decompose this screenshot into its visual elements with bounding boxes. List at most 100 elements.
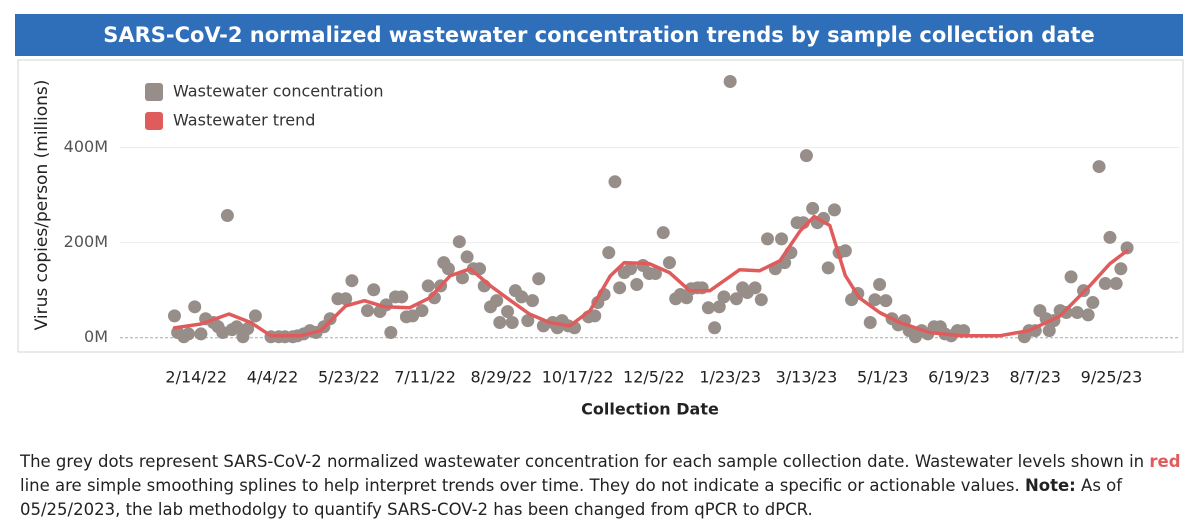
data-point — [1092, 160, 1106, 174]
data-point — [490, 294, 504, 308]
data-point — [230, 320, 244, 334]
y-axis-title: Virus copies/person (millions) — [32, 80, 52, 331]
data-point — [712, 300, 726, 314]
data-point — [532, 272, 546, 286]
legend-label: Wastewater concentration — [173, 82, 384, 101]
trend-line — [172, 214, 1129, 338]
plot-frame — [17, 59, 1184, 353]
data-point — [1070, 306, 1084, 320]
legend-swatch — [145, 83, 163, 101]
data-point — [452, 235, 466, 249]
data-point — [248, 309, 262, 323]
data-point — [630, 277, 644, 291]
data-point — [708, 321, 722, 335]
x-tick-label: 2/14/22 — [165, 368, 227, 387]
data-point — [775, 232, 789, 246]
x-tick-label: 7/11/22 — [394, 368, 456, 387]
x-tick-label: 3/13/23 — [776, 368, 838, 387]
data-point — [493, 316, 507, 330]
data-point — [1064, 270, 1078, 284]
data-point — [339, 292, 353, 306]
data-point — [624, 262, 638, 276]
data-point — [806, 201, 820, 215]
x-tick-label: 10/17/22 — [542, 368, 614, 387]
data-point — [588, 309, 602, 323]
legend-swatch — [145, 112, 163, 130]
data-point — [1098, 277, 1112, 291]
note-label: Note: — [1024, 476, 1076, 495]
data-point — [717, 290, 731, 304]
y-tick-label: 200M — [64, 232, 108, 251]
data-point — [868, 293, 882, 307]
data-point — [761, 232, 775, 246]
data-point — [701, 301, 715, 315]
data-point — [1042, 324, 1056, 338]
data-point — [415, 304, 429, 318]
data-point — [441, 262, 455, 276]
data-point — [754, 293, 768, 307]
x-tick-label: 4/4/22 — [247, 368, 299, 387]
data-point — [873, 277, 887, 291]
data-point — [608, 175, 622, 189]
y-tick-label: 0M — [84, 327, 108, 346]
data-point — [863, 316, 877, 330]
x-tick-label: 5/23/22 — [318, 368, 380, 387]
data-point — [648, 267, 662, 281]
data-point — [525, 294, 539, 308]
data-point — [395, 290, 409, 304]
data-point — [1059, 306, 1073, 320]
data-point — [1109, 277, 1123, 291]
x-tick-label: 1/23/23 — [699, 368, 761, 387]
data-point — [181, 327, 195, 341]
data-point — [460, 250, 474, 264]
data-point — [384, 326, 398, 340]
x-axis-title: Collection Date — [581, 400, 719, 419]
note-text: The grey dots represent SARS-CoV-2 norma… — [20, 452, 1150, 471]
data-point — [501, 305, 515, 319]
data-point — [799, 149, 813, 163]
x-tick-label: 6/19/23 — [928, 368, 990, 387]
data-point — [167, 309, 181, 323]
x-tick-label: 9/25/23 — [1081, 368, 1143, 387]
data-point — [367, 283, 381, 297]
data-point — [220, 209, 234, 223]
data-point — [821, 261, 835, 275]
x-tick-label: 8/29/22 — [471, 368, 533, 387]
note-text: As of 05/25/2023, the lab methodolgy to … — [20, 476, 1123, 519]
data-point — [1081, 308, 1095, 322]
data-point — [613, 281, 627, 295]
data-point — [323, 312, 337, 326]
data-point — [421, 279, 435, 293]
data-point — [662, 256, 676, 270]
data-point — [241, 322, 255, 336]
data-point — [360, 304, 374, 318]
x-tick-label: 5/1/23 — [857, 368, 909, 387]
data-point — [521, 314, 535, 328]
data-point — [838, 244, 852, 258]
data-point — [656, 226, 670, 240]
x-tick-label: 12/5/22 — [623, 368, 685, 387]
data-point — [879, 294, 893, 308]
data-point — [827, 203, 841, 217]
data-point — [194, 327, 208, 341]
y-tick-label: 400M — [64, 137, 108, 156]
footnote: The grey dots represent SARS-CoV-2 norma… — [20, 450, 1190, 522]
data-point — [515, 290, 529, 304]
data-point — [505, 316, 519, 330]
data-point — [1086, 296, 1100, 310]
data-point — [188, 300, 202, 314]
data-point — [748, 281, 762, 295]
data-point — [723, 74, 737, 88]
data-point — [729, 292, 743, 306]
note-text: line are simple smoothing splines to hel… — [20, 476, 1025, 495]
chart: Virus copies/person (millions) Collectio… — [17, 59, 1184, 419]
note-highlight: red — [1149, 452, 1181, 471]
data-point — [455, 271, 469, 285]
legend-label: Wastewater trend — [173, 111, 315, 130]
x-tick-label: 8/7/23 — [1009, 368, 1061, 387]
data-point — [602, 246, 616, 260]
data-point — [1114, 262, 1128, 276]
chart-title: SARS-CoV-2 normalized wastewater concent… — [15, 14, 1183, 56]
data-point — [957, 324, 971, 338]
